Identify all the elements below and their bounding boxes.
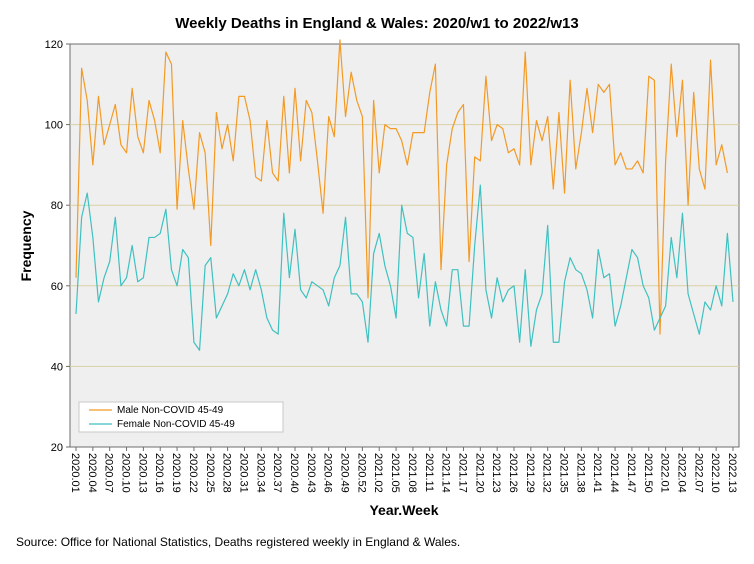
x-tick-label: 2021.50 [642, 453, 654, 493]
source-note: Source: Office for National Statistics, … [16, 535, 460, 549]
y-tick-label: 100 [45, 120, 63, 132]
x-tick-label: 2022.13 [726, 453, 738, 493]
x-tick-label: 2020.04 [86, 453, 98, 493]
x-tick-label: 2020.37 [271, 453, 283, 493]
x-tick-label: 2020.13 [136, 453, 148, 493]
x-tick-label: 2021.44 [608, 453, 620, 493]
legend-box [78, 401, 284, 433]
legend-label-female: Female Non-COVID 45-49 [117, 419, 235, 430]
x-axis: 2020.01 2020.04 2020.07 2020.10 2020.13 2020.… [69, 447, 738, 493]
y-tick-label: 20 [51, 442, 63, 454]
x-tick-label: 2021.32 [541, 453, 553, 493]
x-tick-label: 2021.14 [440, 453, 452, 493]
x-tick-label: 2020.49 [339, 453, 351, 493]
plot-area [69, 43, 740, 448]
x-tick-label: 2021.26 [507, 453, 519, 493]
x-tick-label: 2021.02 [372, 453, 384, 493]
series-layer [75, 39, 734, 351]
x-tick-label: 2021.05 [389, 453, 401, 493]
x-tick-label: 2020.52 [355, 453, 367, 493]
x-tick-label: 2021.47 [625, 453, 637, 493]
x-tick-label: 2021.20 [473, 453, 485, 493]
series-line-female [75, 184, 734, 351]
x-tick-label: 2020.10 [120, 453, 132, 493]
y-tick-label: 40 [51, 361, 63, 373]
x-tick-label: 2022.07 [692, 453, 704, 493]
x-tick-label: 2020.40 [288, 453, 300, 493]
x-tick-label: 2021.35 [558, 453, 570, 493]
x-tick-label: 2020.16 [153, 453, 165, 493]
x-tick-label: 2020.46 [322, 453, 334, 493]
y-axis: 20 40 60 80 100 120 [45, 39, 70, 454]
x-tick-label: 2022.04 [675, 453, 687, 493]
x-tick-label: 2022.10 [709, 453, 721, 493]
chart-title: Weekly Deaths in England & Wales: 2020/w… [175, 15, 579, 32]
x-tick-label: 2020.28 [221, 453, 233, 493]
x-tick-label: 2020.07 [103, 453, 115, 493]
y-tick-label: 120 [45, 39, 63, 51]
legend: Male Non-COVID 45-49 Female Non-COVID 45… [78, 401, 284, 433]
y-axis-label: Frequency [18, 210, 34, 281]
x-tick-label: 2021.08 [406, 453, 418, 493]
legend-label-male: Male Non-COVID 45-49 [117, 405, 224, 416]
y-tick-label: 60 [51, 281, 63, 293]
x-tick-label: 2020.22 [187, 453, 199, 493]
x-tick-label: 2022.01 [659, 453, 671, 493]
x-tick-label: 2020.34 [254, 453, 266, 493]
x-tick-label: 2021.23 [490, 453, 502, 493]
series-line-male [75, 39, 728, 335]
x-tick-label: 2021.29 [524, 453, 536, 493]
grid-lines [70, 124, 739, 367]
x-tick-label: 2020.25 [204, 453, 216, 493]
x-tick-label: 2020.43 [305, 453, 317, 493]
x-tick-label: 2021.11 [423, 453, 435, 492]
x-axis-label: Year.Week [369, 502, 438, 518]
x-tick-label: 2021.41 [591, 453, 603, 493]
x-tick-label: 2020.31 [237, 453, 249, 493]
x-tick-label: 2021.38 [574, 453, 586, 493]
x-tick-label: 2020.01 [69, 453, 81, 493]
x-tick-label: 2021.17 [456, 453, 468, 493]
x-tick-label: 2020.19 [170, 453, 182, 493]
y-tick-label: 80 [51, 200, 63, 212]
